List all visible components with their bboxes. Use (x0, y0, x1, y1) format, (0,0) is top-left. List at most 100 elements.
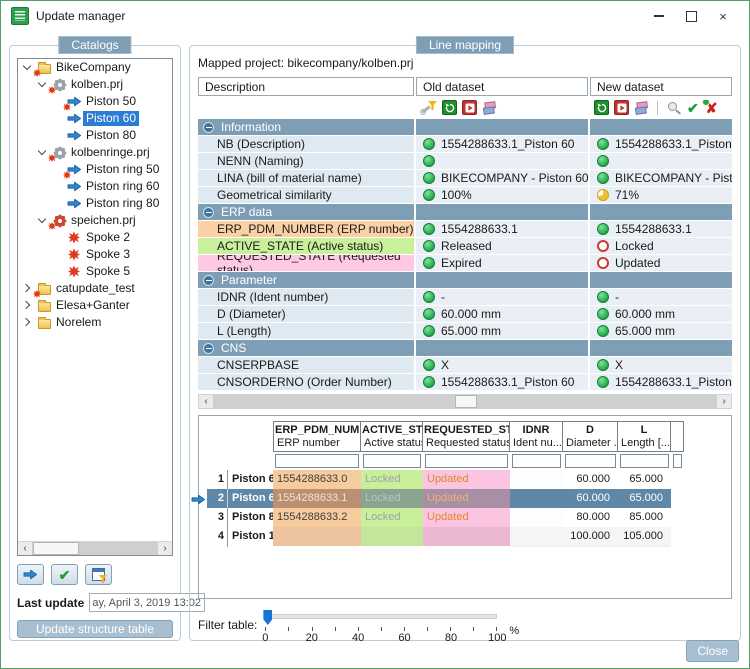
tree-item[interactable]: Spoke 3 (18, 246, 172, 263)
export-icon[interactable] (462, 100, 477, 115)
tree-item[interactable]: speichen.prj (18, 212, 172, 230)
table-row[interactable]: 2 Piston 60 1554288633.1 Locked Updated 60.00… (191, 489, 731, 509)
tree-item[interactable]: kolbenringe.prj (18, 144, 172, 162)
collapse-icon[interactable] (203, 274, 214, 286)
delete-icon[interactable] (633, 100, 650, 116)
slider-thumb[interactable] (263, 610, 273, 625)
close-window-button[interactable]: × (707, 5, 739, 27)
mapping-row[interactable]: CNSORDERNO (Order Number) 1554288633.1_Pi… (198, 374, 732, 390)
mapping-row[interactable]: CNSERPBASE X X (198, 357, 732, 373)
scrollbar-thumb[interactable] (33, 542, 79, 555)
mapping-row[interactable]: Geometrical similarity 100% 71% (198, 187, 732, 203)
tree-item[interactable]: BikeCompany (18, 59, 172, 77)
row-label-column-spacer (207, 452, 273, 470)
new-dataset-cell: X (590, 357, 732, 373)
compare-icon[interactable] (666, 101, 682, 116)
mapping-row[interactable]: L (Length) 65.000 mm 65.000 mm (198, 323, 732, 339)
mapping-row[interactable]: NB (Description) 1554288633.1_Piston 60 15… (198, 136, 732, 152)
collapse-icon[interactable] (203, 121, 214, 133)
tree-horizontal-scrollbar[interactable]: ‹ › (18, 541, 172, 555)
minimize-button[interactable] (643, 5, 675, 27)
column-filter-input[interactable] (425, 454, 508, 468)
table-row[interactable]: 1 Piston 60 1554288633.0 Locked Updated 60.00… (207, 470, 731, 490)
tree-item[interactable]: Piston ring 50 (18, 161, 172, 179)
table-row[interactable]: 4 Piston 100 100.000 105.000 (207, 527, 731, 547)
accept-icon[interactable]: ✔ (687, 99, 699, 116)
reject-icon[interactable]: ✘ (701, 99, 717, 115)
tree-item[interactable]: Piston ring 60 (18, 178, 172, 195)
section-row[interactable]: CNS (198, 340, 732, 356)
column-filter-input[interactable] (673, 454, 682, 468)
mapping-row[interactable]: LINA (bill of material name) BIKECOMPANY … (198, 170, 732, 186)
expander-collapsed-icon[interactable] (22, 283, 33, 294)
collapse-icon[interactable] (203, 206, 214, 218)
row-label-cell: NENN (Naming) (198, 153, 414, 169)
delete-icon[interactable] (481, 100, 498, 116)
tree-item-label: kolbenringe.prj (71, 145, 150, 159)
tree-item[interactable]: Piston 80 (18, 127, 172, 144)
section-row[interactable]: ERP data (198, 204, 732, 220)
maximize-button[interactable] (675, 5, 707, 27)
column-filter-input[interactable] (512, 454, 561, 468)
old-dataset-cell: - (416, 289, 588, 305)
mapping-row[interactable]: ACTIVE_STATE (Active status) Released Lock… (198, 238, 732, 254)
last-update-field[interactable] (89, 593, 206, 612)
tree-item[interactable]: Piston ring 80 (18, 195, 172, 212)
tree-item[interactable]: catupdate_test (18, 280, 172, 298)
filter-key-icon[interactable] (420, 100, 437, 115)
mapping-row[interactable]: NENN (Naming) (198, 153, 732, 169)
filter-slider[interactable]: % 0 20 40 60 80 100 (262, 609, 519, 645)
scroll-right-icon[interactable]: › (163, 543, 167, 554)
slider-track[interactable] (265, 614, 498, 619)
refresh-icon[interactable] (594, 100, 609, 115)
mapping-horizontal-scrollbar[interactable]: ‹ › (198, 394, 732, 409)
arrow-icon (63, 162, 83, 179)
prj-red-icon (48, 213, 68, 230)
tree-item[interactable]: Norelem (18, 314, 172, 331)
section-row[interactable]: Parameter (198, 272, 732, 288)
column-filter-input[interactable] (620, 454, 669, 468)
tree-item[interactable]: Elesa+Ganter (18, 297, 172, 314)
scroll-left-icon[interactable]: ‹ (23, 543, 27, 554)
mapping-row[interactable]: ERP_PDM_NUMBER (ERP number) 1554288633.1 1… (198, 221, 732, 237)
expander-collapsed-icon[interactable] (22, 300, 33, 311)
mapping-row[interactable]: REQUESTED_STATE (Requested status) Expire… (198, 255, 732, 271)
column-filter-input[interactable] (565, 454, 616, 468)
cell-value: BIKECOMPANY - Piston 60 (441, 171, 588, 185)
scrollbar-track[interactable] (32, 542, 158, 555)
section-row[interactable]: Information (198, 119, 732, 135)
expander-expanded-icon[interactable] (37, 215, 48, 226)
status-green-icon (423, 189, 435, 201)
scrollbar-track[interactable] (213, 395, 717, 408)
column-filter-input[interactable] (363, 454, 421, 468)
scroll-right-icon[interactable]: › (722, 396, 726, 407)
mapping-row[interactable]: D (Diameter) 60.000 mm 60.000 mm (198, 306, 732, 322)
idnr-cell (510, 470, 563, 490)
accept-button[interactable]: ✔ (51, 564, 78, 585)
row-label-cell: CNSORDERNO (Order Number) (198, 374, 414, 390)
table-row[interactable]: 3 Piston 80 1554288633.2 Locked Updated 80.00… (207, 508, 731, 528)
row-label: CNSORDERNO (Order Number) (217, 375, 392, 389)
expander-expanded-icon[interactable] (37, 147, 48, 158)
update-structure-table-button[interactable]: Update structure table (17, 620, 173, 638)
expander-collapsed-icon[interactable] (22, 317, 33, 328)
expander-spacer (52, 198, 63, 209)
refresh-icon[interactable] (442, 100, 457, 115)
close-button[interactable]: Close (686, 640, 739, 662)
expander-expanded-icon[interactable] (22, 62, 33, 73)
scrollbar-thumb[interactable] (454, 395, 477, 408)
column-filter-input[interactable] (275, 454, 359, 468)
tree-item[interactable]: Piston 50 (18, 93, 172, 111)
tree-item[interactable]: Spoke 5 (18, 263, 172, 280)
filter-window-button[interactable] (85, 564, 112, 585)
collapse-icon[interactable] (203, 342, 214, 354)
forward-button[interactable] (17, 564, 44, 585)
tree-item[interactable]: Spoke 2 (18, 229, 172, 246)
mapping-row[interactable]: IDNR (Ident number) - - (198, 289, 732, 305)
tree-item[interactable]: Piston 60 (18, 110, 172, 127)
tree-item[interactable]: kolben.prj (18, 76, 172, 94)
export-icon[interactable] (614, 100, 629, 115)
scroll-left-icon[interactable]: ‹ (204, 396, 208, 407)
mapping-header: Description Old dataset New dataset (198, 77, 732, 96)
expander-expanded-icon[interactable] (37, 79, 48, 90)
